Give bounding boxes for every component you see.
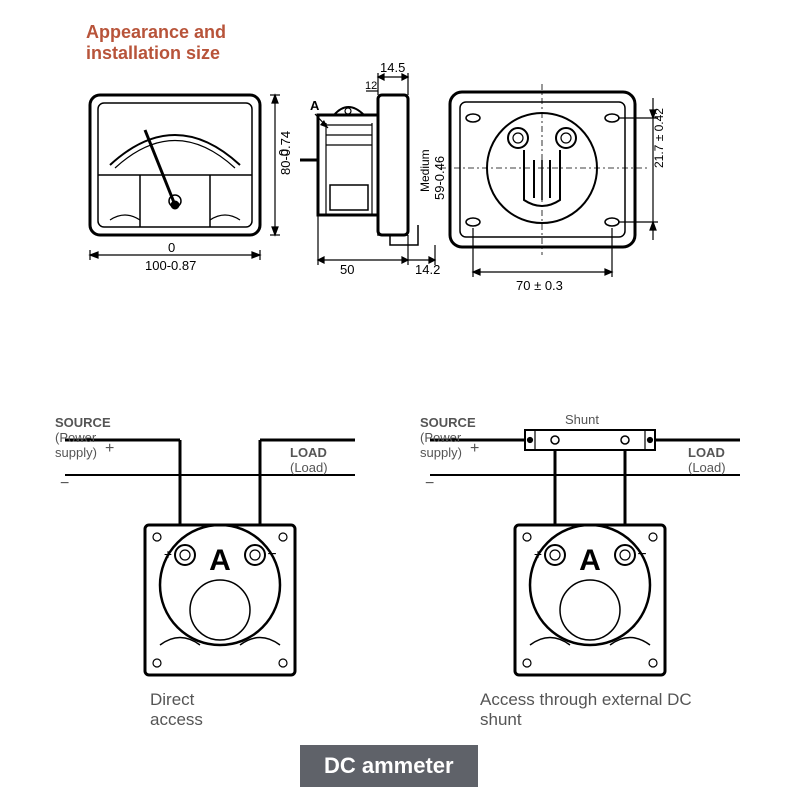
circuit-direct: A + − — [55, 395, 385, 685]
footer-banner: DC ammeter — [300, 745, 478, 787]
rear-view-drawing — [440, 80, 670, 290]
src-sub-l: (Power — [55, 430, 96, 445]
minus-l: − — [60, 475, 69, 493]
dim-side-top-small: 12 — [365, 80, 377, 92]
header-title-1: Appearance and — [86, 22, 226, 42]
circuit-shunt: A + − — [420, 395, 760, 685]
svg-text:+: + — [534, 546, 542, 562]
load-label-l: LOAD — [290, 445, 327, 460]
minus-r: − — [425, 475, 434, 493]
header-title-2: installation size — [86, 43, 220, 63]
caption-l2: access — [150, 710, 203, 729]
dim-side-depth: 50 — [340, 262, 354, 277]
src-sub2-l: supply) — [55, 445, 97, 460]
dim-side-tail: 14.2 — [415, 262, 440, 277]
caption-l1: Direct — [150, 690, 194, 709]
dim-rear-h: 70 ± 0.3 — [516, 278, 563, 293]
label-A-arrow — [310, 112, 340, 132]
plus-r: + — [470, 440, 479, 458]
dim-side-top: 14.5 — [380, 60, 405, 75]
dim-rear-v: 21.7 ± 0.42 — [652, 108, 666, 168]
shunt-label: Shunt — [565, 412, 599, 427]
footer-banner-text: DC ammeter — [324, 753, 454, 778]
caption-r1: Access through external DC — [480, 690, 692, 709]
dim-front-width: 100-0.87 — [145, 258, 196, 273]
load-sub-l: (Load) — [290, 460, 328, 475]
svg-text:+: + — [164, 546, 172, 562]
dim-side-A: A — [310, 98, 319, 113]
load-label-r: LOAD — [688, 445, 725, 460]
src-sub-r: (Power — [420, 430, 461, 445]
svg-text:A: A — [209, 544, 231, 577]
src-label-l: SOURCE — [55, 415, 111, 430]
svg-text:−: − — [637, 546, 646, 563]
svg-text:−: − — [267, 546, 276, 563]
front-view-drawing — [70, 75, 290, 285]
caption-r2: shunt — [480, 710, 522, 729]
dim-side-cutout-top: Medium — [418, 149, 432, 192]
src-sub2-r: supply) — [420, 445, 462, 460]
dim-front-width-zero: 0 — [168, 240, 175, 255]
src-label-r: SOURCE — [420, 415, 476, 430]
plus-l: + — [105, 440, 114, 458]
svg-text:A: A — [579, 544, 601, 577]
load-sub-r: (Load) — [688, 460, 726, 475]
